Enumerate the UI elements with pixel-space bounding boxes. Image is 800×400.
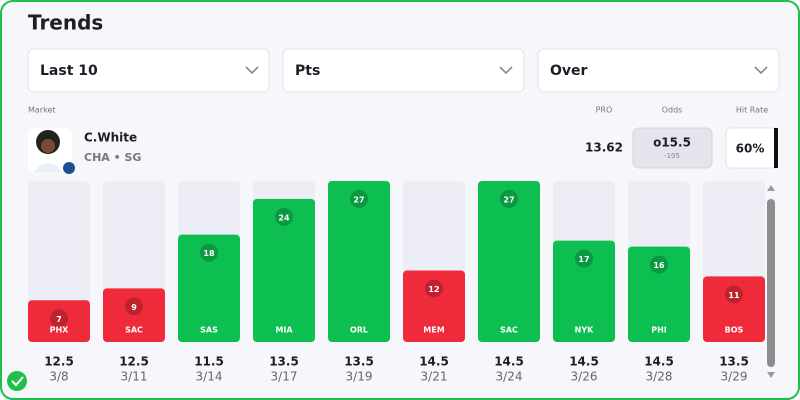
hit-rate-accent xyxy=(774,128,778,168)
value-badge xyxy=(500,190,518,208)
line-value: 14.5 xyxy=(494,355,524,369)
pro-value: 13.62 xyxy=(585,141,623,155)
scroll-thumb[interactable] xyxy=(767,199,775,367)
player-name: C.White xyxy=(84,131,137,145)
opponent: MEM xyxy=(423,326,444,335)
game-date: 3/14 xyxy=(196,370,223,384)
dropdown-label: Last 10 xyxy=(40,63,98,79)
dropdown[interactable] xyxy=(27,48,270,93)
bar xyxy=(253,198,315,342)
bar-value: 24 xyxy=(278,213,290,222)
check-circle xyxy=(7,371,27,391)
line-value: 13.5 xyxy=(719,355,749,369)
opponent: MIA xyxy=(275,326,293,335)
bar xyxy=(328,181,390,342)
line-value: 13.5 xyxy=(344,355,374,369)
column-label: Hit Rate xyxy=(736,106,768,115)
hit-rate: 60% xyxy=(736,142,765,156)
filter[interactable]: Over xyxy=(537,48,780,93)
bar xyxy=(628,246,690,342)
value-badge xyxy=(425,279,443,298)
scroll-down[interactable] xyxy=(767,372,775,378)
value-badge xyxy=(350,190,368,208)
opponent: SAS xyxy=(200,326,218,335)
bar-value: 9 xyxy=(131,303,137,312)
line-value: 11.5 xyxy=(194,355,224,369)
game-date: 3/29 xyxy=(721,370,748,384)
bar-value: 27 xyxy=(353,196,364,205)
line-value: 12.5 xyxy=(44,355,74,369)
bar xyxy=(703,276,765,342)
value-badge xyxy=(275,207,293,226)
line-value: 14.5 xyxy=(644,355,674,369)
column-label: Market xyxy=(28,106,56,115)
opponent: BOS xyxy=(725,326,744,335)
value-badge xyxy=(575,249,593,268)
column-label: Odds xyxy=(662,106,683,115)
bar xyxy=(103,288,165,342)
line-value: 12.5 xyxy=(119,355,149,369)
dropdown-label: Pts xyxy=(295,63,320,79)
bar-value: 18 xyxy=(203,249,215,258)
bar-chart: 7PHX12.53/89SAC12.53/1118SAS11.53/1424MI… xyxy=(28,181,765,384)
chevron xyxy=(245,66,259,75)
dropdown-label: Over xyxy=(550,63,588,79)
bar-value: 17 xyxy=(578,255,589,264)
value-badge xyxy=(650,255,668,274)
bar xyxy=(178,234,240,342)
filter[interactable]: Pts xyxy=(282,48,525,93)
opponent: SAC xyxy=(500,326,518,335)
opponent: ORL xyxy=(350,326,368,335)
bar xyxy=(28,300,90,342)
bar xyxy=(478,181,540,342)
value-badge xyxy=(725,285,743,304)
jersey xyxy=(34,163,62,172)
opponent: SAC xyxy=(125,326,143,335)
odds-box[interactable] xyxy=(632,127,713,169)
filter[interactable]: Last 10 xyxy=(27,48,270,93)
check-mark xyxy=(11,376,24,387)
opponent: PHI xyxy=(651,326,667,335)
bar-value: 7 xyxy=(56,315,62,324)
game-date: 3/19 xyxy=(346,370,373,384)
team-logo xyxy=(63,162,75,174)
bar xyxy=(553,240,615,342)
game-date: 3/17 xyxy=(271,370,298,384)
player-team: CHA • SG xyxy=(84,151,141,164)
value-badge xyxy=(125,297,143,316)
value-badge xyxy=(50,309,68,328)
line-value: 13.5 xyxy=(269,355,299,369)
bar xyxy=(403,270,465,342)
line-value: 14.5 xyxy=(419,355,449,369)
value-badge xyxy=(200,243,218,262)
opponent: PHX xyxy=(50,326,70,335)
bar-value: 27 xyxy=(503,196,514,205)
scroll-up[interactable] xyxy=(767,185,775,191)
dropdown[interactable] xyxy=(282,48,525,93)
chevron xyxy=(754,66,768,75)
game-date: 3/28 xyxy=(646,370,673,384)
game-date: 3/8 xyxy=(49,370,68,384)
game-date: 3/11 xyxy=(121,370,148,384)
chevron xyxy=(499,66,513,75)
face xyxy=(41,139,55,153)
scrollbar[interactable] xyxy=(767,185,775,378)
odds-line: o15.5 xyxy=(653,136,691,150)
avatar xyxy=(28,128,75,174)
dropdown[interactable] xyxy=(537,48,780,93)
game-date: 3/24 xyxy=(496,370,523,384)
bar-value: 11 xyxy=(728,291,740,300)
game-date: 3/26 xyxy=(571,370,598,384)
opponent: NYK xyxy=(575,326,594,335)
title: Trends xyxy=(28,11,103,35)
game-date: 3/21 xyxy=(421,370,448,384)
odds-price: -105 xyxy=(664,152,680,160)
column-label: PRO xyxy=(596,106,613,115)
status-check xyxy=(7,371,27,391)
line-value: 14.5 xyxy=(569,355,599,369)
bar-value: 16 xyxy=(653,261,665,270)
bar-value: 12 xyxy=(428,285,439,294)
